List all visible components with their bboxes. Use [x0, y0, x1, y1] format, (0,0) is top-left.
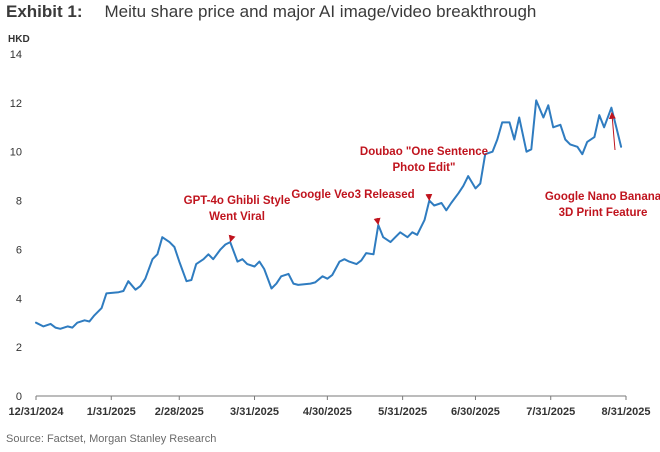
y-tick-label: 6	[16, 244, 22, 256]
x-axis: 12/31/2024 1/31/2025 2/28/2025 3/31/2025 4/3…	[8, 395, 651, 418]
x-tick-label: 3/31/2025	[230, 406, 279, 418]
x-tick-label: 7/31/2025	[526, 406, 575, 418]
y-tick-label: 14	[10, 49, 22, 61]
annotation: Google Veo3 Released	[291, 189, 415, 226]
annotation-line: 3D Print Feature	[559, 207, 648, 219]
y-axis-unit: HKD	[8, 34, 30, 45]
x-tick-label: 5/31/2025	[378, 406, 427, 418]
annotation-arrow	[228, 234, 236, 243]
annotation-label: Google Veo3 Released	[291, 189, 414, 201]
annotation: Doubao "One Sentence Photo Edit"	[360, 146, 488, 202]
x-tick-label: 4/30/2025	[303, 406, 352, 418]
series-line	[35, 99, 623, 330]
annotation-arrow	[608, 111, 616, 151]
annotation-line: Photo Edit"	[393, 162, 456, 174]
x-tick-label: 1/31/2025	[87, 406, 136, 418]
x-tick-label: 6/30/2025	[451, 406, 500, 418]
annotation-line: Went Viral	[209, 211, 265, 223]
annotation: GPT-4o Ghibli Style Went Viral	[184, 195, 291, 243]
y-axis: HKD 0 2 4 6 8 10 12 14	[8, 34, 30, 403]
chart-title: Meitu share price and major AI image/vid…	[104, 2, 537, 21]
annotation-arrow	[373, 217, 381, 226]
y-tick-label: 12	[10, 98, 22, 110]
annotation-line: GPT-4o Ghibli Style	[184, 195, 291, 207]
annotation-line: Google Nano Banana	[545, 191, 660, 203]
chart-title-row: Exhibit 1: Meitu share price and major AI…	[6, 2, 536, 26]
annotations: GPT-4o Ghibli Style Went Viral Google Veo3…	[184, 111, 660, 243]
exhibit-label: Exhibit 1:	[6, 2, 83, 21]
annotation-label: GPT-4o Ghibli Style Went Viral	[184, 195, 291, 223]
price-series	[35, 99, 623, 330]
y-tick-label: 4	[16, 293, 22, 305]
y-tick-label: 0	[16, 391, 22, 403]
source-note: Source: Factset, Morgan Stanley Research	[6, 433, 217, 445]
y-tick-label: 10	[10, 147, 22, 159]
annotation: Google Nano Banana 3D Print Feature	[545, 111, 660, 219]
annotation-label: Doubao "One Sentence Photo Edit"	[360, 146, 488, 174]
annotation-label: Google Nano Banana 3D Print Feature	[545, 191, 660, 219]
x-tick-label: 12/31/2024	[8, 406, 64, 418]
y-tick-label: 2	[16, 342, 22, 354]
y-tick-label: 8	[16, 196, 22, 208]
x-tick-label: 2/28/2025	[155, 406, 204, 418]
annotation-line: Google Veo3 Released	[291, 189, 414, 201]
x-tick-label: 8/31/2025	[602, 406, 651, 418]
annotation-line: Doubao "One Sentence	[360, 146, 488, 158]
